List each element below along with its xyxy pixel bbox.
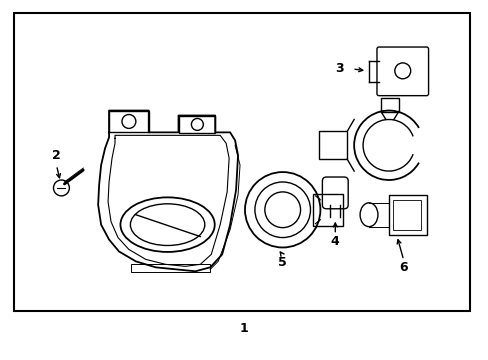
- Bar: [14, 13, 469, 311]
- Bar: [178, 116, 215, 133]
- Text: 5: 5: [278, 256, 286, 269]
- Bar: [392, 200, 420, 230]
- Text: 2: 2: [52, 149, 61, 162]
- Bar: [380, 98, 398, 112]
- Bar: [109, 111, 148, 132]
- Bar: [388, 195, 426, 235]
- Text: 6: 6: [399, 261, 407, 274]
- Text: 4: 4: [330, 235, 339, 248]
- Bar: [319, 131, 346, 159]
- Text: 1: 1: [239, 322, 248, 336]
- Bar: [131, 264, 210, 272]
- Text: 3: 3: [334, 62, 343, 75]
